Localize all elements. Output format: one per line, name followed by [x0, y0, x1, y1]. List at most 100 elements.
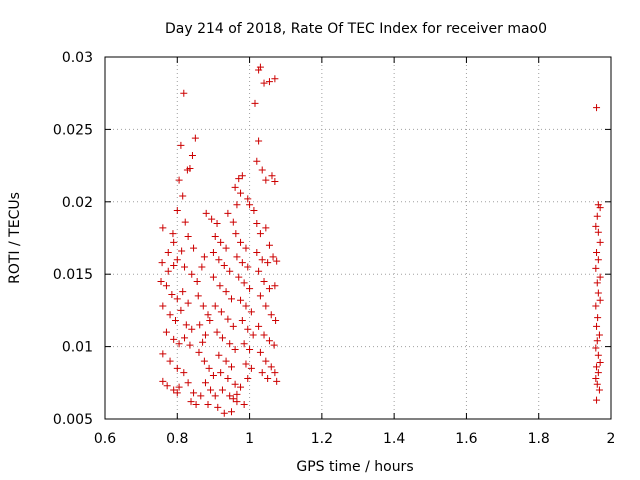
data-point: [200, 253, 208, 261]
data-point: [251, 99, 259, 107]
data-point: [596, 204, 604, 212]
data-point: [228, 408, 235, 416]
data-point: [273, 377, 281, 385]
data-point: [166, 357, 174, 365]
data-point: [268, 172, 276, 180]
data-point: [244, 325, 252, 333]
data-point: [265, 337, 273, 345]
data-point: [159, 350, 167, 358]
data-point: [594, 369, 602, 377]
data-point: [190, 389, 198, 397]
data-point: [179, 192, 187, 200]
data-point: [157, 277, 165, 285]
data-point: [224, 374, 232, 382]
data-point: [207, 386, 215, 394]
data-point: [170, 262, 178, 270]
data-point: [226, 267, 234, 275]
data-point: [226, 340, 234, 348]
data-point: [594, 201, 602, 209]
data-point: [205, 364, 213, 372]
data-point: [237, 189, 245, 197]
plot-frame: [104, 56, 612, 420]
data-point: [247, 364, 255, 372]
data-point: [246, 285, 254, 293]
data-point: [209, 273, 217, 281]
data-point: [247, 308, 255, 316]
data-point: [265, 241, 273, 249]
data-point: [258, 256, 266, 264]
y-axis-label: ROTI / TECUs: [7, 192, 23, 284]
data-point: [211, 302, 219, 310]
data-point: [271, 178, 279, 186]
data-point: [593, 337, 601, 345]
axis-ticks: [104, 56, 612, 420]
data-point: [177, 306, 185, 314]
data-point: [159, 224, 167, 232]
x-tick-label: 1.4: [383, 431, 405, 447]
data-point: [204, 401, 212, 409]
data-point: [593, 248, 601, 256]
data-point: [596, 238, 604, 246]
data-point: [211, 233, 219, 241]
data-point: [162, 328, 170, 336]
data-point: [250, 206, 258, 214]
data-point: [271, 282, 279, 290]
data-point: [594, 351, 602, 359]
data-point: [267, 311, 275, 319]
data-point: [166, 311, 174, 319]
data-point: [262, 357, 270, 365]
y-tick-label: 0.01: [62, 340, 93, 356]
data-point: [222, 288, 230, 296]
data-point: [163, 382, 171, 390]
data-point: [244, 374, 252, 382]
data-point: [180, 89, 188, 97]
data-points: [157, 63, 604, 417]
data-point: [596, 359, 604, 367]
data-point: [237, 238, 245, 246]
data-point: [214, 403, 222, 411]
data-point: [218, 334, 226, 342]
data-point: [209, 372, 217, 380]
data-point: [237, 296, 245, 304]
data-point: [173, 364, 181, 372]
data-point: [188, 151, 196, 159]
data-point: [258, 166, 266, 174]
data-point: [173, 206, 181, 214]
data-point: [190, 244, 198, 252]
y-tick-labels: 0.005 0.01 0.015 0.02 0.025 0.03: [53, 50, 93, 428]
data-point: [249, 331, 257, 339]
x-tick-label: 0.6: [94, 431, 116, 447]
data-point: [233, 253, 241, 261]
data-point: [255, 137, 263, 145]
data-point: [175, 340, 183, 348]
data-point: [199, 302, 207, 310]
data-point: [267, 363, 275, 371]
data-point: [269, 253, 277, 261]
data-point: [592, 264, 600, 272]
data-point: [217, 369, 225, 377]
data-point: [593, 322, 601, 330]
data-point: [229, 395, 237, 403]
data-point: [256, 63, 264, 71]
x-tick-label: 1.2: [311, 431, 333, 447]
data-point: [240, 401, 248, 409]
data-point: [187, 398, 195, 406]
data-point: [594, 314, 602, 322]
data-point: [253, 220, 261, 228]
data-point: [164, 248, 172, 256]
data-point: [188, 270, 196, 278]
data-point: [270, 341, 278, 349]
data-point: [240, 279, 248, 287]
data-point: [215, 351, 223, 359]
data-point: [246, 345, 254, 353]
data-point: [271, 75, 279, 83]
data-point: [186, 341, 194, 349]
data-point: [159, 302, 167, 310]
x-tick-label: 2: [607, 431, 616, 447]
data-point: [246, 201, 254, 209]
data-point: [184, 233, 192, 241]
data-point: [170, 335, 178, 343]
data-point: [238, 317, 246, 325]
data-point: [188, 325, 196, 333]
data-point: [264, 259, 272, 267]
